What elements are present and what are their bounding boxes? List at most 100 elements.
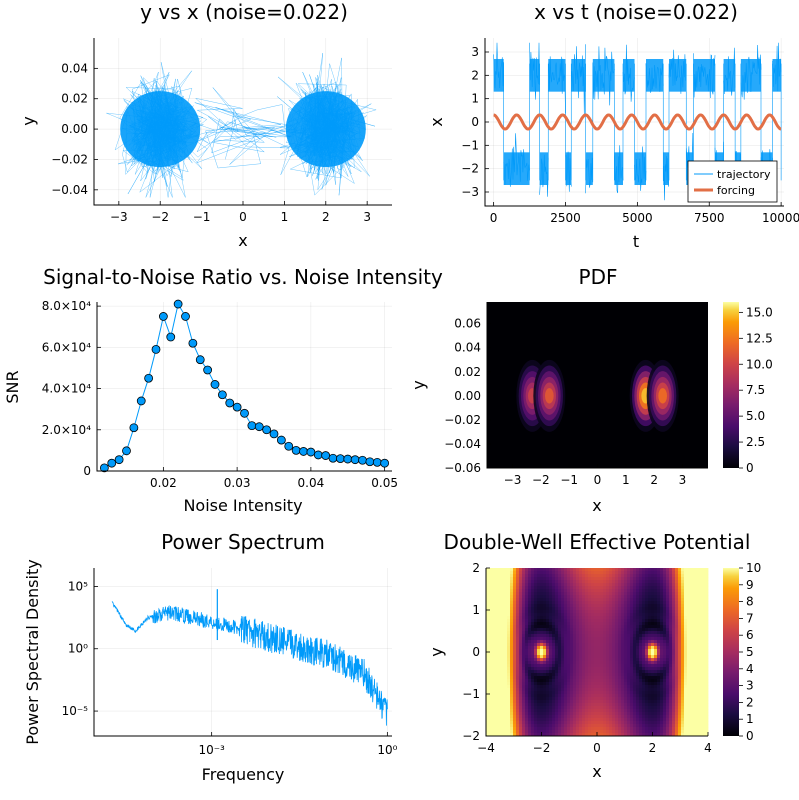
potential-cell	[600, 625, 604, 629]
colorbar-tick-label: 7.5	[746, 383, 765, 397]
potential-cell	[642, 682, 646, 686]
potential-cell	[531, 592, 535, 596]
potential-cell	[678, 733, 682, 737]
potential-cell	[567, 694, 571, 698]
potential-cell	[534, 682, 538, 686]
potential-cell	[648, 655, 652, 659]
potential-cell	[603, 568, 607, 572]
potential-cell	[588, 589, 592, 593]
potential-cell	[672, 577, 676, 581]
potential-cell	[492, 709, 496, 713]
potential-cell	[633, 622, 637, 626]
potential-cell	[696, 649, 700, 653]
potential-cell	[612, 679, 616, 683]
potential-cell	[687, 643, 691, 647]
potential-cell	[642, 670, 646, 674]
potential-cell	[606, 607, 610, 611]
potential-cell	[609, 607, 613, 611]
potential-cell	[675, 640, 679, 644]
colorbar-tick-label: 2	[746, 695, 754, 709]
potential-cell	[645, 694, 649, 698]
potential-cell	[513, 694, 517, 698]
potential-cell	[543, 712, 547, 716]
potential-cell	[624, 622, 628, 626]
potential-cell	[690, 655, 694, 659]
potential-cell	[609, 610, 613, 614]
potential-cell	[513, 604, 517, 608]
y-tick-label: 1	[471, 92, 479, 106]
potential-cell	[522, 730, 526, 734]
potential-cell	[555, 610, 559, 614]
potential-cell	[690, 706, 694, 710]
potential-cell	[660, 706, 664, 710]
potential-cell	[522, 718, 526, 722]
potential-cell	[594, 571, 598, 575]
potential-cell	[642, 643, 646, 647]
snr-point	[380, 458, 390, 468]
potential-cell	[696, 598, 700, 602]
potential-cell	[630, 685, 634, 689]
potential-cell	[564, 667, 568, 671]
potential-cell	[684, 631, 688, 635]
potential-cell	[615, 706, 619, 710]
potential-cell	[579, 613, 583, 617]
potential-cell	[549, 655, 553, 659]
potential-cell	[486, 577, 490, 581]
potential-cell	[576, 670, 580, 674]
potential-cell	[609, 631, 613, 635]
potential-cell	[591, 685, 595, 689]
potential-cell	[597, 568, 601, 572]
potential-cell	[654, 706, 658, 710]
potential-cell	[618, 577, 622, 581]
colorbar-tick-label: 3	[746, 679, 754, 693]
potential-cell	[579, 694, 583, 698]
potential-cell	[489, 574, 493, 578]
potential-cell	[552, 703, 556, 707]
potential-cell	[600, 658, 604, 662]
potential-cell	[525, 721, 529, 725]
potential-cell	[684, 673, 688, 677]
potential-cell	[504, 634, 508, 638]
potential-cell	[558, 592, 562, 596]
potential-cell	[615, 679, 619, 683]
potential-cell	[693, 640, 697, 644]
potential-cell	[537, 679, 541, 683]
potential-cell	[663, 616, 667, 620]
potential-cell	[672, 625, 676, 629]
potential-cell	[561, 613, 565, 617]
potential-cell	[609, 676, 613, 680]
potential-cell	[576, 685, 580, 689]
potential-cell	[597, 628, 601, 632]
potential-cell	[555, 718, 559, 722]
potential-cell	[597, 598, 601, 602]
potential-cell	[672, 580, 676, 584]
potential-cell	[651, 568, 655, 572]
potential-cell	[663, 625, 667, 629]
potential-cell	[543, 655, 547, 659]
potential-cell	[564, 586, 568, 590]
potential-cell	[669, 688, 673, 692]
potential-cell	[705, 577, 709, 581]
potential-cell	[618, 574, 622, 578]
potential-cell	[582, 571, 586, 575]
potential-cell	[540, 712, 544, 716]
potential-cell	[579, 604, 583, 608]
potential-cell	[615, 730, 619, 734]
potential-cell	[561, 667, 565, 671]
potential-cell	[498, 712, 502, 716]
potential-cell	[627, 667, 631, 671]
potential-cell	[609, 628, 613, 632]
panel5-data	[111, 589, 388, 726]
potential-cell	[597, 730, 601, 734]
potential-cell	[627, 643, 631, 647]
potential-cell	[591, 703, 595, 707]
potential-cell	[612, 667, 616, 671]
potential-cell	[612, 625, 616, 629]
potential-cell	[663, 637, 667, 641]
potential-cell	[651, 706, 655, 710]
potential-cell	[513, 595, 517, 599]
potential-cell	[675, 694, 679, 698]
potential-cell	[486, 670, 490, 674]
potential-cell	[609, 721, 613, 725]
potential-cell	[489, 568, 493, 572]
